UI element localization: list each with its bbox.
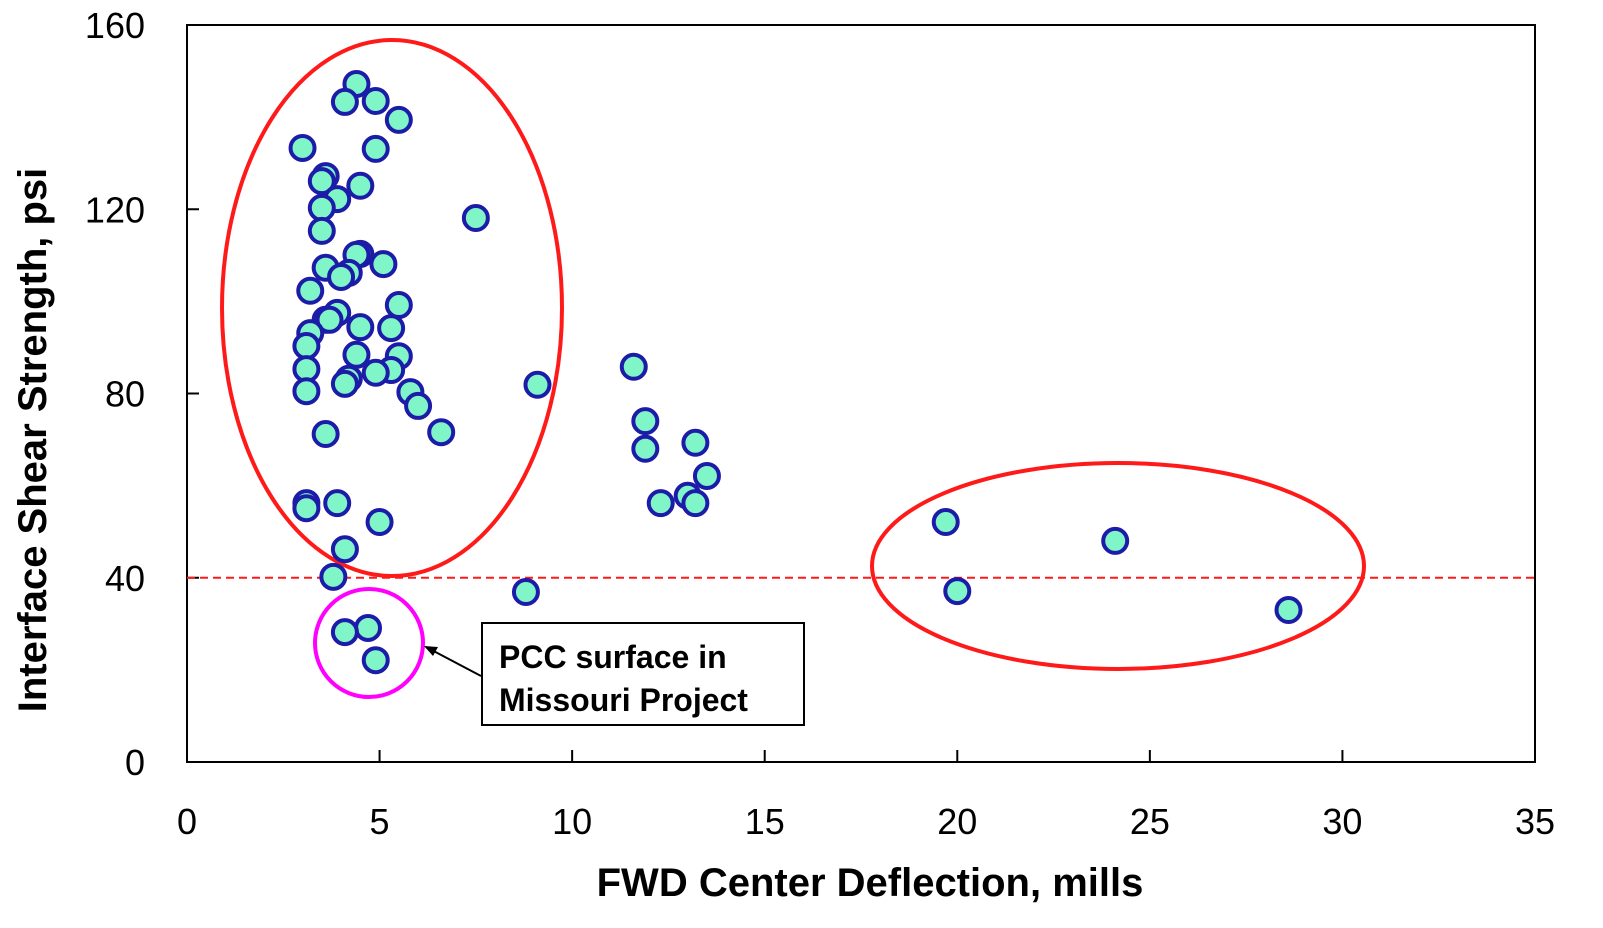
point [333, 90, 357, 114]
point [695, 464, 719, 488]
point [294, 334, 318, 358]
x-tick-label: 5 [370, 801, 390, 842]
point [934, 510, 958, 534]
x-tick-label: 0 [177, 801, 197, 842]
y-axis-title: Interface Shear Strength, psi [11, 168, 55, 713]
x-tick-label: 30 [1322, 801, 1362, 842]
point [429, 420, 453, 444]
point [329, 265, 353, 289]
point [364, 137, 388, 161]
point [633, 437, 657, 461]
x-axis-title: FWD Center Deflection, mills [597, 861, 1144, 905]
y-tick-label: 0 [125, 742, 145, 783]
point [379, 316, 403, 340]
point [348, 174, 372, 198]
plot-area [187, 25, 1535, 762]
y-tick-label: 80 [105, 374, 145, 415]
point [364, 648, 388, 672]
point [298, 279, 322, 303]
point [649, 491, 673, 515]
point [344, 343, 368, 367]
y-tick-label: 40 [105, 558, 145, 599]
point [348, 315, 372, 339]
point [291, 136, 315, 160]
point [294, 379, 318, 403]
point [294, 496, 318, 520]
page: FWD Center Deflection, mills Interface S… [0, 0, 1603, 928]
point [1277, 598, 1301, 622]
point [622, 355, 646, 379]
x-tick-label: 25 [1130, 801, 1170, 842]
point [1103, 529, 1127, 553]
x-tick-label: 15 [745, 801, 785, 842]
y-tick-label: 120 [85, 189, 145, 230]
point [514, 580, 538, 604]
point [364, 89, 388, 113]
point [525, 373, 549, 397]
annotation: PCC surface in Missouri Project [481, 622, 805, 726]
point [406, 394, 430, 418]
point [387, 108, 411, 132]
point [325, 491, 349, 515]
point [333, 620, 357, 644]
chart: FWD Center Deflection, mills Interface S… [0, 0, 1603, 928]
point [683, 491, 707, 515]
x-tick-label: 35 [1515, 801, 1555, 842]
point [333, 537, 357, 561]
point [321, 565, 345, 589]
point [371, 252, 395, 276]
y-tick-label: 160 [85, 5, 145, 46]
point [945, 579, 969, 603]
point [333, 372, 357, 396]
point [464, 206, 488, 230]
x-tick-label: 10 [552, 801, 592, 842]
point [683, 431, 707, 455]
point [387, 293, 411, 317]
point [314, 422, 338, 446]
point [368, 510, 392, 534]
point [633, 409, 657, 433]
x-tick-label: 20 [937, 801, 977, 842]
point [310, 219, 334, 243]
point [356, 616, 380, 640]
point [364, 361, 388, 385]
point [310, 196, 334, 220]
